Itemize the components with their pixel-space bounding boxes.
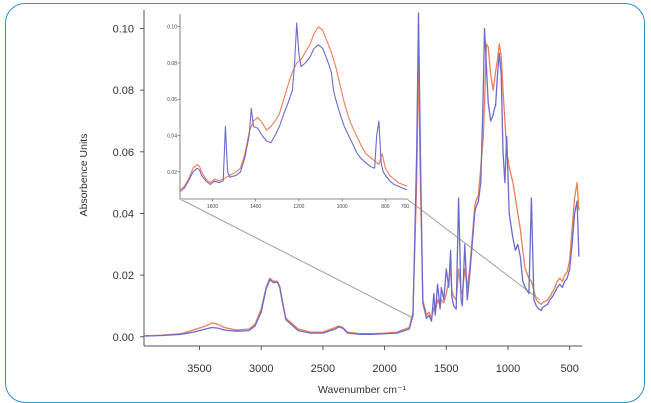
zoom-connector-right [406,198,541,301]
x-tick-label: 500 [560,363,578,375]
y-tick-label: 0.06 [113,147,134,159]
main-tick-group: 3500 3000 2500 2000 1500 1000 500 0.00 0.02 0.04 0… [113,23,579,375]
x-axis-title: Wavenumber cm⁻¹ [318,384,407,396]
x-tick-label: 700 [401,204,410,210]
main-series-group [143,12,580,337]
zoom-connector-left [179,198,414,319]
y-tick-label: 0.10 [167,25,177,31]
main-series-line-2 [143,12,580,337]
y-tick-label: 0.08 [113,85,134,97]
inset-series-line-2 [179,22,408,193]
x-tick-label: 1200 [293,204,304,210]
x-tick-label: 2000 [372,363,396,375]
y-tick-label: 0.10 [113,23,134,35]
y-axis-title: Absorbence Units [78,134,90,217]
y-tick-label: 0.04 [167,134,177,140]
inset-background [180,14,407,200]
y-tick-label: 0.00 [113,332,134,344]
x-tick-label: 1400 [250,204,261,210]
x-tick-label: 3000 [249,363,273,375]
inset-tick-group: 1600 1400 1200 1000 800 0.02 0.04 0.06 0.08 0.10 7… [167,25,409,210]
zoom-connector-lines [179,198,541,319]
x-tick-label: 1000 [337,204,348,210]
y-tick-label: 0.04 [113,208,134,220]
x-tick-label: 1500 [434,363,458,375]
y-tick-label: 0.02 [167,170,177,176]
x-tick-label: 800 [381,204,390,210]
x-tick-label: 1600 [207,204,218,210]
y-tick-label: 0.08 [167,61,177,67]
y-tick-label: 0.06 [167,97,177,103]
x-tick-label: 1000 [496,363,520,375]
inset-series-group [179,22,408,193]
x-tick-label: 3500 [187,363,211,375]
y-tick-label: 0.02 [113,270,134,282]
x-tick-label: 2500 [311,363,335,375]
